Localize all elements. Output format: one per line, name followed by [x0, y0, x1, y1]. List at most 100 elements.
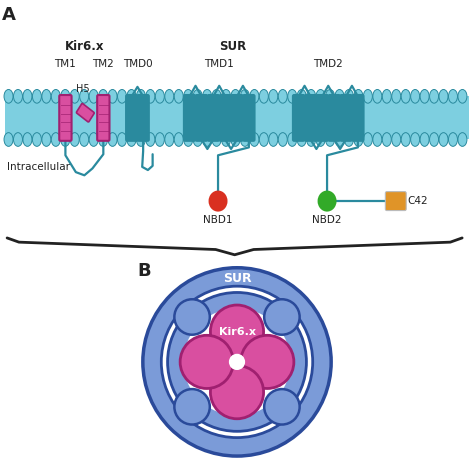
Ellipse shape [383, 133, 392, 146]
Text: Kir6.x: Kir6.x [64, 40, 104, 53]
Ellipse shape [410, 89, 419, 103]
Ellipse shape [316, 133, 325, 146]
Ellipse shape [392, 89, 401, 103]
Circle shape [174, 389, 210, 424]
Ellipse shape [165, 89, 174, 103]
Text: TM2: TM2 [92, 59, 114, 69]
Text: Kir6.x: Kir6.x [219, 327, 255, 337]
FancyBboxPatch shape [196, 95, 207, 141]
FancyBboxPatch shape [231, 95, 243, 141]
Ellipse shape [193, 133, 202, 146]
Circle shape [143, 268, 331, 456]
Circle shape [318, 190, 337, 212]
Ellipse shape [221, 89, 230, 103]
Ellipse shape [269, 133, 278, 146]
Circle shape [210, 366, 264, 419]
Ellipse shape [354, 89, 363, 103]
Ellipse shape [193, 89, 202, 103]
Ellipse shape [250, 133, 259, 146]
FancyBboxPatch shape [293, 95, 304, 141]
Ellipse shape [212, 133, 221, 146]
Ellipse shape [448, 89, 457, 103]
Ellipse shape [410, 133, 419, 146]
Ellipse shape [240, 89, 249, 103]
FancyBboxPatch shape [219, 95, 231, 141]
Ellipse shape [259, 89, 268, 103]
Ellipse shape [165, 133, 174, 146]
Ellipse shape [383, 89, 392, 103]
Ellipse shape [240, 133, 249, 146]
Ellipse shape [458, 89, 467, 103]
Ellipse shape [458, 133, 467, 146]
Ellipse shape [4, 133, 13, 146]
Ellipse shape [278, 133, 287, 146]
Ellipse shape [429, 89, 438, 103]
Ellipse shape [401, 133, 410, 146]
Ellipse shape [108, 89, 117, 103]
Ellipse shape [316, 89, 325, 103]
Text: Intracellular: Intracellular [7, 162, 70, 172]
Ellipse shape [32, 133, 41, 146]
Text: A: A [2, 6, 16, 24]
Ellipse shape [118, 89, 127, 103]
Ellipse shape [174, 133, 183, 146]
Circle shape [161, 286, 313, 438]
Ellipse shape [80, 89, 89, 103]
Text: NBD1: NBD1 [203, 215, 233, 225]
Ellipse shape [89, 133, 98, 146]
Ellipse shape [335, 133, 344, 146]
Circle shape [241, 335, 294, 389]
Ellipse shape [420, 89, 429, 103]
Circle shape [229, 354, 245, 370]
Text: H5: H5 [76, 84, 90, 94]
Ellipse shape [42, 133, 51, 146]
Ellipse shape [420, 133, 429, 146]
Ellipse shape [13, 133, 22, 146]
Ellipse shape [23, 89, 32, 103]
Ellipse shape [61, 133, 70, 146]
FancyBboxPatch shape [385, 192, 406, 211]
Ellipse shape [439, 89, 448, 103]
Text: B: B [137, 262, 151, 280]
Ellipse shape [99, 133, 108, 146]
Ellipse shape [297, 133, 306, 146]
FancyBboxPatch shape [243, 95, 255, 141]
Ellipse shape [307, 89, 316, 103]
Ellipse shape [231, 133, 240, 146]
FancyBboxPatch shape [305, 95, 316, 141]
Text: TMD2: TMD2 [313, 59, 343, 69]
Ellipse shape [288, 133, 297, 146]
FancyBboxPatch shape [184, 95, 195, 141]
Text: TMD0: TMD0 [123, 59, 152, 69]
FancyBboxPatch shape [352, 95, 364, 141]
Ellipse shape [13, 89, 22, 103]
Ellipse shape [184, 89, 193, 103]
Ellipse shape [278, 89, 287, 103]
Ellipse shape [326, 133, 335, 146]
Ellipse shape [80, 133, 89, 146]
Ellipse shape [250, 89, 259, 103]
Ellipse shape [269, 89, 278, 103]
Ellipse shape [345, 133, 354, 146]
FancyBboxPatch shape [340, 95, 352, 141]
Ellipse shape [70, 89, 79, 103]
Ellipse shape [127, 133, 136, 146]
Bar [5, 96, 469, 140]
FancyBboxPatch shape [208, 95, 219, 141]
Ellipse shape [288, 89, 297, 103]
Ellipse shape [146, 133, 155, 146]
Ellipse shape [108, 133, 117, 146]
Circle shape [183, 308, 291, 415]
Text: C42: C42 [408, 196, 428, 206]
Ellipse shape [184, 133, 193, 146]
Text: SUR: SUR [219, 40, 246, 53]
Text: SUR: SUR [223, 272, 251, 285]
FancyBboxPatch shape [317, 95, 328, 141]
Ellipse shape [89, 89, 98, 103]
Ellipse shape [137, 89, 146, 103]
Ellipse shape [155, 133, 164, 146]
Ellipse shape [231, 89, 240, 103]
Ellipse shape [32, 89, 41, 103]
Circle shape [264, 299, 300, 335]
Ellipse shape [212, 89, 221, 103]
